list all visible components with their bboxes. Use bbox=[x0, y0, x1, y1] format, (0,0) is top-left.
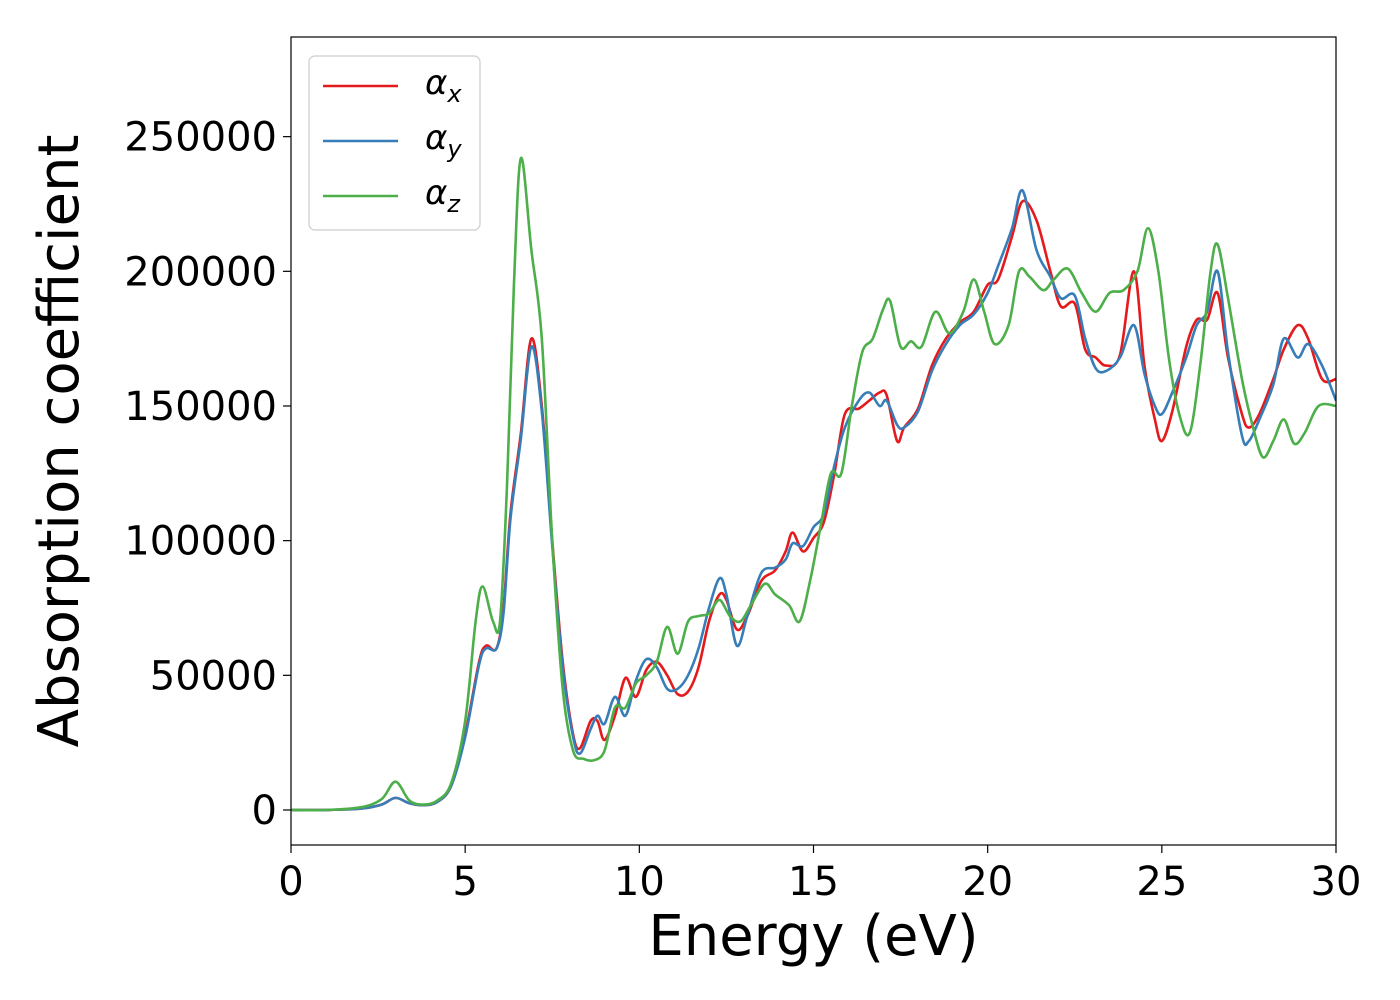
series-line-x bbox=[291, 199, 1336, 812]
x-tick-label: 30 bbox=[1311, 859, 1362, 905]
series-line-z bbox=[291, 156, 1336, 812]
x-tick-label: 5 bbox=[452, 859, 477, 905]
legend-label-z: αz bbox=[425, 173, 461, 218]
x-tick-label: 15 bbox=[788, 859, 839, 905]
legend-box bbox=[308, 55, 481, 231]
y-tick-label: 50000 bbox=[150, 653, 277, 699]
y-tick-label: 200000 bbox=[124, 249, 277, 295]
y-tick-label: 250000 bbox=[124, 115, 277, 161]
series-lines bbox=[291, 156, 1336, 812]
plot-frame bbox=[290, 36, 1337, 846]
x-tick-label: 25 bbox=[1136, 859, 1187, 905]
y-tick-label: 0 bbox=[252, 788, 277, 834]
y-axis-label: Absorption coefficient bbox=[27, 135, 92, 748]
x-tick-label: 20 bbox=[962, 859, 1013, 905]
y-tick-label: 100000 bbox=[124, 519, 277, 565]
x-axis-label: Energy (eV) bbox=[648, 904, 978, 969]
y-tick-label: 150000 bbox=[124, 384, 277, 430]
x-tick-label: 0 bbox=[278, 859, 303, 905]
x-axis-ticks: 0 5 10 15 20 25 30 bbox=[278, 845, 1361, 905]
series-line-y bbox=[291, 189, 1336, 812]
y-axis-ticks: 0 50000 100000 150000 200000 250000 bbox=[124, 115, 291, 834]
x-tick-label: 10 bbox=[614, 859, 665, 905]
